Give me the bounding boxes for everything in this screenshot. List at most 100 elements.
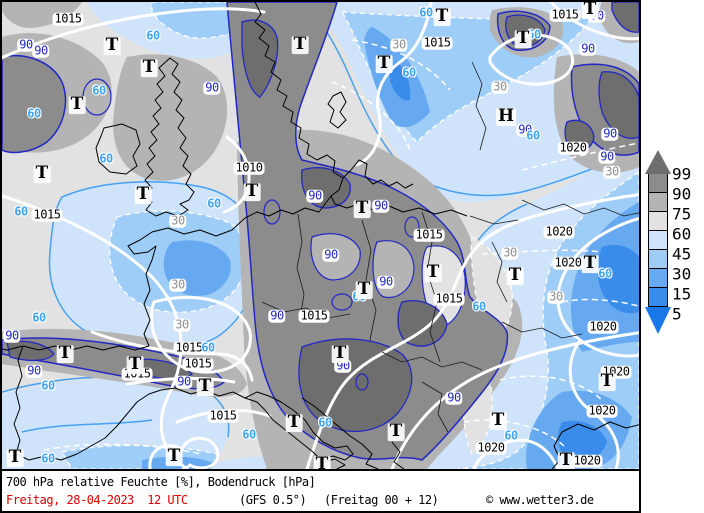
map-label: 90 (3, 328, 21, 343)
map-label: 1015 (52, 11, 84, 26)
map-label: 1010 (233, 160, 265, 175)
map-label: 60 (14, 204, 28, 219)
map-label: T (331, 343, 349, 364)
legend-label: 99 (672, 164, 692, 184)
legend-label: 90 (672, 184, 692, 204)
map-label: 90 (516, 122, 534, 137)
footer-title: 700 hPa relative Feuchte [%], Bodendruck… (6, 475, 316, 489)
map-label: 60 (201, 340, 215, 355)
map-label: 60 (526, 128, 540, 143)
map-label: T (285, 412, 303, 433)
map-label: T (581, 253, 599, 274)
map-label: T (165, 446, 183, 467)
map-label: 60 (419, 5, 433, 20)
map-label: T (581, 0, 599, 20)
map-label: T (424, 262, 442, 283)
map-label: T (355, 279, 373, 300)
map-label: 1015 (549, 7, 581, 22)
map-label: 30 (603, 164, 621, 179)
map-label: H (495, 106, 517, 127)
footer-credit: © www.wetter3.de (486, 493, 594, 507)
map-label: 1015 (173, 340, 205, 355)
map-label: 30 (169, 277, 187, 292)
map-label: T (68, 94, 86, 115)
map-label: 90 (372, 198, 390, 213)
legend-label: 15 (672, 284, 692, 304)
map-label: 30 (173, 317, 191, 332)
map-label: 1015 (31, 207, 63, 222)
map-label: 1020 (552, 255, 584, 270)
map-label: 60 (504, 428, 518, 443)
map-label: 90 (579, 41, 597, 56)
map-label: 1015 (413, 227, 445, 242)
map-label: 1020 (543, 224, 575, 239)
legend-label: 75 (672, 204, 692, 224)
footer-run: (Freitag 00 + 12) (324, 493, 439, 507)
map-label: 90 (25, 363, 43, 378)
map-label: 90 (203, 80, 221, 95)
map-label: 90 (598, 149, 616, 164)
map-label: 30 (169, 213, 187, 228)
map-label: 90 (32, 43, 50, 58)
map-label: 90 (445, 390, 463, 405)
weather-map: 1015 1015 1015 1010 1015 1015 1015 1015 1015 1015… (0, 0, 641, 471)
map-label: 1015 (298, 308, 330, 323)
map-label: 60 (41, 451, 55, 466)
footer-bar: 700 hPa relative Feuchte [%], Bodendruck… (0, 469, 641, 513)
map-label: T (134, 184, 152, 205)
footer-model: (GFS 0.5°) (239, 493, 307, 507)
map-label: 60 (41, 378, 55, 393)
legend-label: 45 (672, 244, 692, 264)
map-label: 60 (92, 83, 106, 98)
legend-colorbar (645, 150, 671, 334)
map-label: T (196, 376, 214, 397)
map-label: T (140, 57, 158, 78)
map-label: 1015 (421, 35, 453, 50)
map-label: T (243, 181, 261, 202)
map-label: 1020 (586, 403, 618, 418)
map-label: 60 (27, 106, 41, 121)
map-label: 90 (306, 188, 324, 203)
map-label: 60 (472, 299, 486, 314)
map-label: 60 (146, 28, 160, 43)
map-label: T (103, 35, 121, 56)
map-label: T (291, 34, 309, 55)
map-label: 60 (598, 266, 612, 281)
map-label: 60 (99, 151, 113, 166)
legend-label: 5 (672, 304, 682, 324)
map-label: 1015 (433, 291, 465, 306)
map-label: 90 (601, 126, 619, 141)
map-label: T (375, 53, 393, 74)
map-label: T (557, 450, 575, 471)
map-label: 30 (491, 79, 509, 94)
map-label: 1020 (587, 319, 619, 334)
map-label: 30 (547, 289, 565, 304)
map-label: T (6, 447, 24, 468)
map-label: 60 (242, 427, 256, 442)
map-label: 90 (17, 37, 35, 52)
map-label: T (514, 28, 532, 49)
map-label: 90 (377, 274, 395, 289)
map-label: 1020 (571, 453, 603, 468)
map-label: T (506, 265, 524, 286)
map-label: T (56, 343, 74, 364)
legend-panel: 99 90 75 60 45 30 15 5 (641, 0, 704, 513)
map-label: 90 (175, 374, 193, 389)
map-label: 90 (268, 308, 286, 323)
map-label: 60 (207, 196, 221, 211)
map-label: 1015 (207, 408, 239, 423)
map-label: 1015 (182, 356, 214, 371)
map-label: 60 (32, 310, 46, 325)
footer-date: Freitag, 28-04-2023 12 UTC (6, 493, 188, 507)
map-label: 30 (390, 37, 408, 52)
map-label: T (387, 421, 405, 442)
map-label: T (433, 6, 451, 27)
legend-label: 60 (672, 224, 692, 244)
map-label: T (126, 354, 144, 375)
map-label: T (489, 410, 507, 431)
legend-segment (648, 287, 668, 307)
legend-label: 30 (672, 264, 692, 284)
map-label: 60 (318, 415, 332, 430)
map-label: T (353, 198, 371, 219)
